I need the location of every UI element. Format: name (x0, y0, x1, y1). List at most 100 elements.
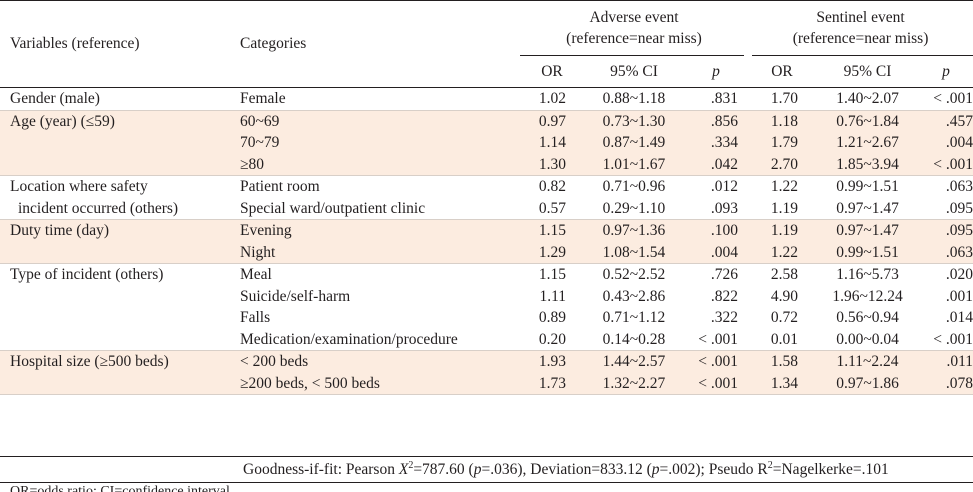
category-label: Evening (240, 222, 292, 239)
adverse-ci-cell: 0.71~0.96 0.29~1.10 (584, 175, 684, 220)
header-adverse-or: OR (520, 55, 584, 88)
sentinel-p-cell: .020 .001 .014 < .001 (919, 263, 973, 351)
sentinel-p-value: < .001 (933, 155, 973, 173)
footnote-p2-label: p (651, 461, 660, 478)
adverse-ci-cell: 0.52~2.52 0.43~2.86 0.71~1.12 0.14~0.28 (584, 263, 684, 351)
category-cell: Meal Suicide/self-harm Falls Medication/exa… (240, 263, 520, 351)
sentinel-ci-value: 1.85~3.94 (836, 155, 899, 173)
header-sentinel-ci: 95% CI (816, 55, 920, 88)
adverse-p-value: .831 (710, 90, 739, 107)
sentinel-p-value: .078 (945, 374, 973, 392)
adverse-or-value: 1.02 (538, 90, 566, 107)
adverse-ci-value: 1.32~2.27 (602, 374, 666, 392)
adverse-or-value: 1.93 (538, 353, 566, 370)
adverse-or-value: 1.11 (539, 287, 566, 305)
sentinel-ci-value: 0.99~1.51 (836, 243, 899, 261)
header-sentinel-p: p (919, 55, 973, 88)
sentinel-ci-value: 1.40~2.07 (836, 90, 899, 107)
sentinel-ci-value: 0.99~1.51 (836, 178, 899, 195)
adverse-p-cell: < .001 < .001 (684, 350, 749, 395)
sentinel-or-value: 2.58 (770, 266, 799, 283)
sentinel-or-cell: 1.18 1.79 2.70 (748, 110, 817, 176)
footnote-pearson-value: =787.60 ( (413, 461, 474, 478)
category-label: Meal (240, 266, 272, 283)
header-sentinel-event: Sentinel event (reference=near miss) (748, 0, 973, 56)
sentinel-or-cell: 1.19 1.22 (748, 219, 817, 264)
header-sentinel-or: OR (748, 55, 817, 88)
sentinel-ci-cell: 1.11~2.24 0.97~1.86 (816, 350, 920, 395)
variable-cell: Age (year) (≤59) (0, 110, 240, 176)
adverse-or-value: 1.14 (538, 134, 566, 151)
sentinel-ci-value: 0.76~1.84 (836, 112, 899, 130)
adverse-or-value: 0.89 (538, 309, 566, 326)
variable-cell: Duty time (day) (0, 219, 240, 264)
sentinel-p-cell: .095 .063 (919, 219, 973, 264)
sentinel-p-value: .063 (945, 178, 973, 195)
category-cell: Female (240, 87, 520, 111)
sentinel-p-cell: .011 .078 (919, 350, 973, 395)
adverse-ci-value: 1.44~2.57 (602, 353, 666, 370)
sentinel-p-value: .004 (945, 134, 973, 151)
adverse-p-cell: .012 .093 (684, 175, 749, 220)
category-label: ≥80 (240, 155, 265, 173)
table-row: Duty time (day) Evening Night 1.15 1.29 0.97~… (0, 219, 973, 264)
sentinel-p-value: .011 (946, 353, 973, 370)
sentinel-p-cell: < .001 (919, 87, 973, 111)
category-label: Night (240, 243, 276, 261)
table-row: Hospital size (≥500 beds) < 200 beds ≥200 … (0, 350, 973, 395)
adverse-ci-cell: 0.97~1.36 1.08~1.54 (584, 219, 684, 264)
adverse-ci-value: 0.97~1.36 (602, 222, 666, 239)
adverse-p-value: .856 (710, 112, 739, 130)
sentinel-ci-cell: 0.76~1.84 1.21~2.67 1.85~3.94 (816, 110, 920, 176)
sentinel-p-value: < .001 (933, 90, 973, 107)
sentinel-p-value: .063 (945, 243, 973, 261)
abbreviation-note-text: OR=odds ratio; CI=confidence interval. (10, 484, 234, 492)
header-adverse-ci: 95% CI (584, 55, 684, 88)
variable-cell: Hospital size (≥500 beds) (0, 350, 240, 395)
sentinel-ci-value: 0.97~1.86 (836, 374, 899, 392)
adverse-or-value: 0.57 (538, 199, 566, 217)
adverse-or-cell: 1.02 (520, 87, 584, 111)
table-abbreviation-note: OR=odds ratio; CI=confidence interval. (0, 484, 973, 492)
adverse-ci-value: 1.01~1.67 (602, 155, 666, 173)
header-row-1: Variables (reference) Categories Adverse… (0, 0, 973, 88)
sentinel-ci-cell: 1.16~5.73 1.96~12.24 0.56~0.94 0.00~0.04 (816, 263, 920, 351)
adverse-or-value: 1.15 (538, 266, 566, 283)
sentinel-ci-value: 1.96~12.24 (832, 287, 903, 305)
sentinel-p-value: .095 (945, 222, 973, 239)
variable-label: Type of incident (others) (10, 266, 164, 283)
adverse-reference: (reference=near miss) (566, 30, 702, 48)
sentinel-ci-value: 0.97~1.47 (836, 199, 899, 217)
table-row: Gender (male) Female 1.02 0.88~1.18 .831 1.70… (0, 87, 973, 111)
category-label: ≥200 beds, < 500 beds (240, 374, 380, 392)
variable-cell: Location where safety incident occurred (… (0, 175, 240, 220)
adverse-p-value: .334 (710, 134, 739, 151)
sentinel-or-value: 1.22 (770, 243, 799, 261)
sentinel-p-value: < .001 (933, 330, 973, 348)
footnote-chi-sup: 2 (408, 460, 414, 471)
adverse-ci-value: 0.43~2.86 (602, 287, 666, 305)
sentinel-p-cell: .457 .004 < .001 (919, 110, 973, 176)
sentinel-or-value: 1.70 (770, 90, 799, 107)
variable-label: Age (year) (≤59) (10, 112, 115, 130)
table-row: Age (year) (≤59) 60~69 70~79 ≥80 0.97 1.14 1.3… (0, 110, 973, 176)
table-row: Location where safety incident occurred (… (0, 175, 973, 220)
sentinel-ci-cell: 0.99~1.51 0.97~1.47 (816, 175, 920, 220)
footnote-prefix: Goodness-if-fit: Pearson (243, 461, 399, 478)
variable-label: Hospital size (≥500 beds) (10, 353, 169, 370)
adverse-p-value: .100 (710, 222, 739, 239)
header-categories: Categories (240, 0, 520, 88)
adverse-p-value: .322 (710, 309, 739, 326)
header-row-2: OR 95% CI p OR 95% CI p (0, 55, 973, 88)
adverse-p-value: .042 (710, 155, 739, 173)
adverse-p-cell: .856 .334 .042 (684, 110, 749, 176)
category-label: Female (240, 90, 286, 107)
adverse-or-value: 0.97 (538, 112, 566, 130)
adverse-p-value: .012 (710, 178, 739, 195)
sentinel-or-value: 1.34 (770, 374, 799, 392)
footnote-text: Goodness-if-fit: Pearson X2=787.60 (p=.0… (243, 459, 889, 480)
footnote-p1-label: p (473, 461, 482, 478)
sentinel-or-cell: 2.58 4.90 0.72 0.01 (748, 263, 817, 351)
variable-label: Gender (male) (10, 90, 100, 107)
